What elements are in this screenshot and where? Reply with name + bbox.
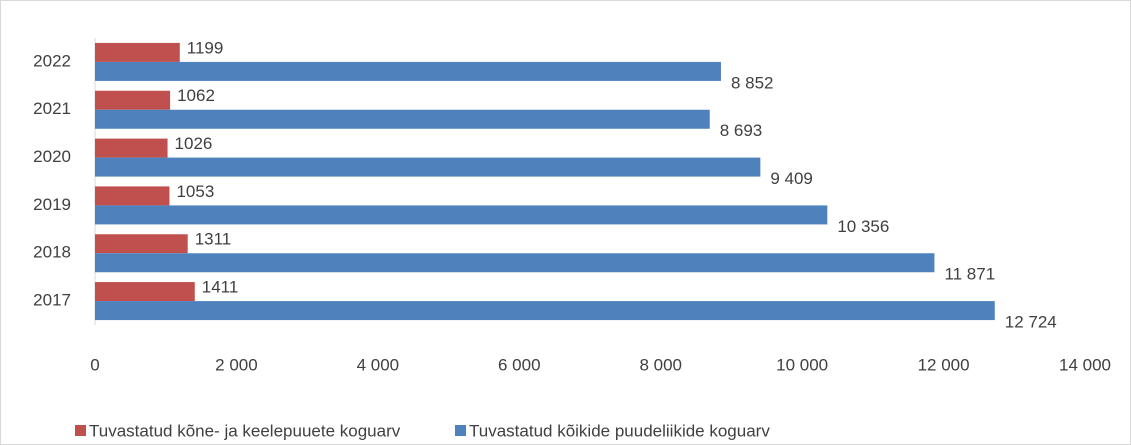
bar bbox=[95, 138, 168, 158]
bar bbox=[95, 42, 180, 62]
x-tick-label: 0 bbox=[90, 355, 99, 374]
bar bbox=[95, 253, 935, 273]
bar bbox=[95, 282, 195, 302]
bar bbox=[95, 186, 170, 206]
x-tick-label: 14 000 bbox=[1059, 355, 1111, 374]
bar bbox=[95, 301, 995, 321]
x-tick-label: 10 000 bbox=[776, 355, 828, 374]
y-tick-label: 2020 bbox=[33, 147, 71, 166]
data-label: 8 852 bbox=[731, 73, 774, 92]
data-label: 1053 bbox=[176, 182, 214, 201]
data-label: 12 724 bbox=[1005, 313, 1057, 332]
x-tick-label: 12 000 bbox=[918, 355, 970, 374]
data-label: 1062 bbox=[177, 86, 215, 105]
y-tick-label: 2022 bbox=[33, 51, 71, 70]
bar bbox=[95, 109, 710, 129]
data-label: 9 409 bbox=[770, 169, 813, 188]
data-label: 1026 bbox=[175, 134, 213, 153]
bar bbox=[95, 90, 171, 110]
legend-label: Tuvastatud kõne- ja keelepuuete koguarv bbox=[89, 421, 401, 440]
data-label: 10 356 bbox=[837, 217, 889, 236]
data-label: 1199 bbox=[187, 38, 224, 57]
bar bbox=[95, 61, 721, 81]
x-tick-label: 6 000 bbox=[498, 355, 541, 374]
data-label: 1411 bbox=[202, 278, 239, 297]
legend-swatch bbox=[455, 425, 466, 436]
x-tick-label: 2 000 bbox=[215, 355, 258, 374]
legend-label: Tuvastatud kõikide puudeliikide koguarv bbox=[469, 421, 770, 440]
y-tick-label: 2017 bbox=[33, 291, 71, 310]
data-label: 8 693 bbox=[720, 121, 763, 140]
bar bbox=[95, 157, 761, 177]
y-tick-label: 2021 bbox=[33, 99, 71, 118]
x-tick-label: 4 000 bbox=[357, 355, 400, 374]
y-tick-label: 2019 bbox=[33, 195, 71, 214]
x-tick-label: 8 000 bbox=[639, 355, 682, 374]
bar bbox=[95, 205, 828, 225]
data-label: 1311 bbox=[195, 230, 232, 249]
data-label: 11 871 bbox=[944, 265, 995, 284]
y-tick-label: 2018 bbox=[33, 243, 71, 262]
bar bbox=[95, 234, 188, 254]
legend-swatch bbox=[75, 425, 86, 436]
